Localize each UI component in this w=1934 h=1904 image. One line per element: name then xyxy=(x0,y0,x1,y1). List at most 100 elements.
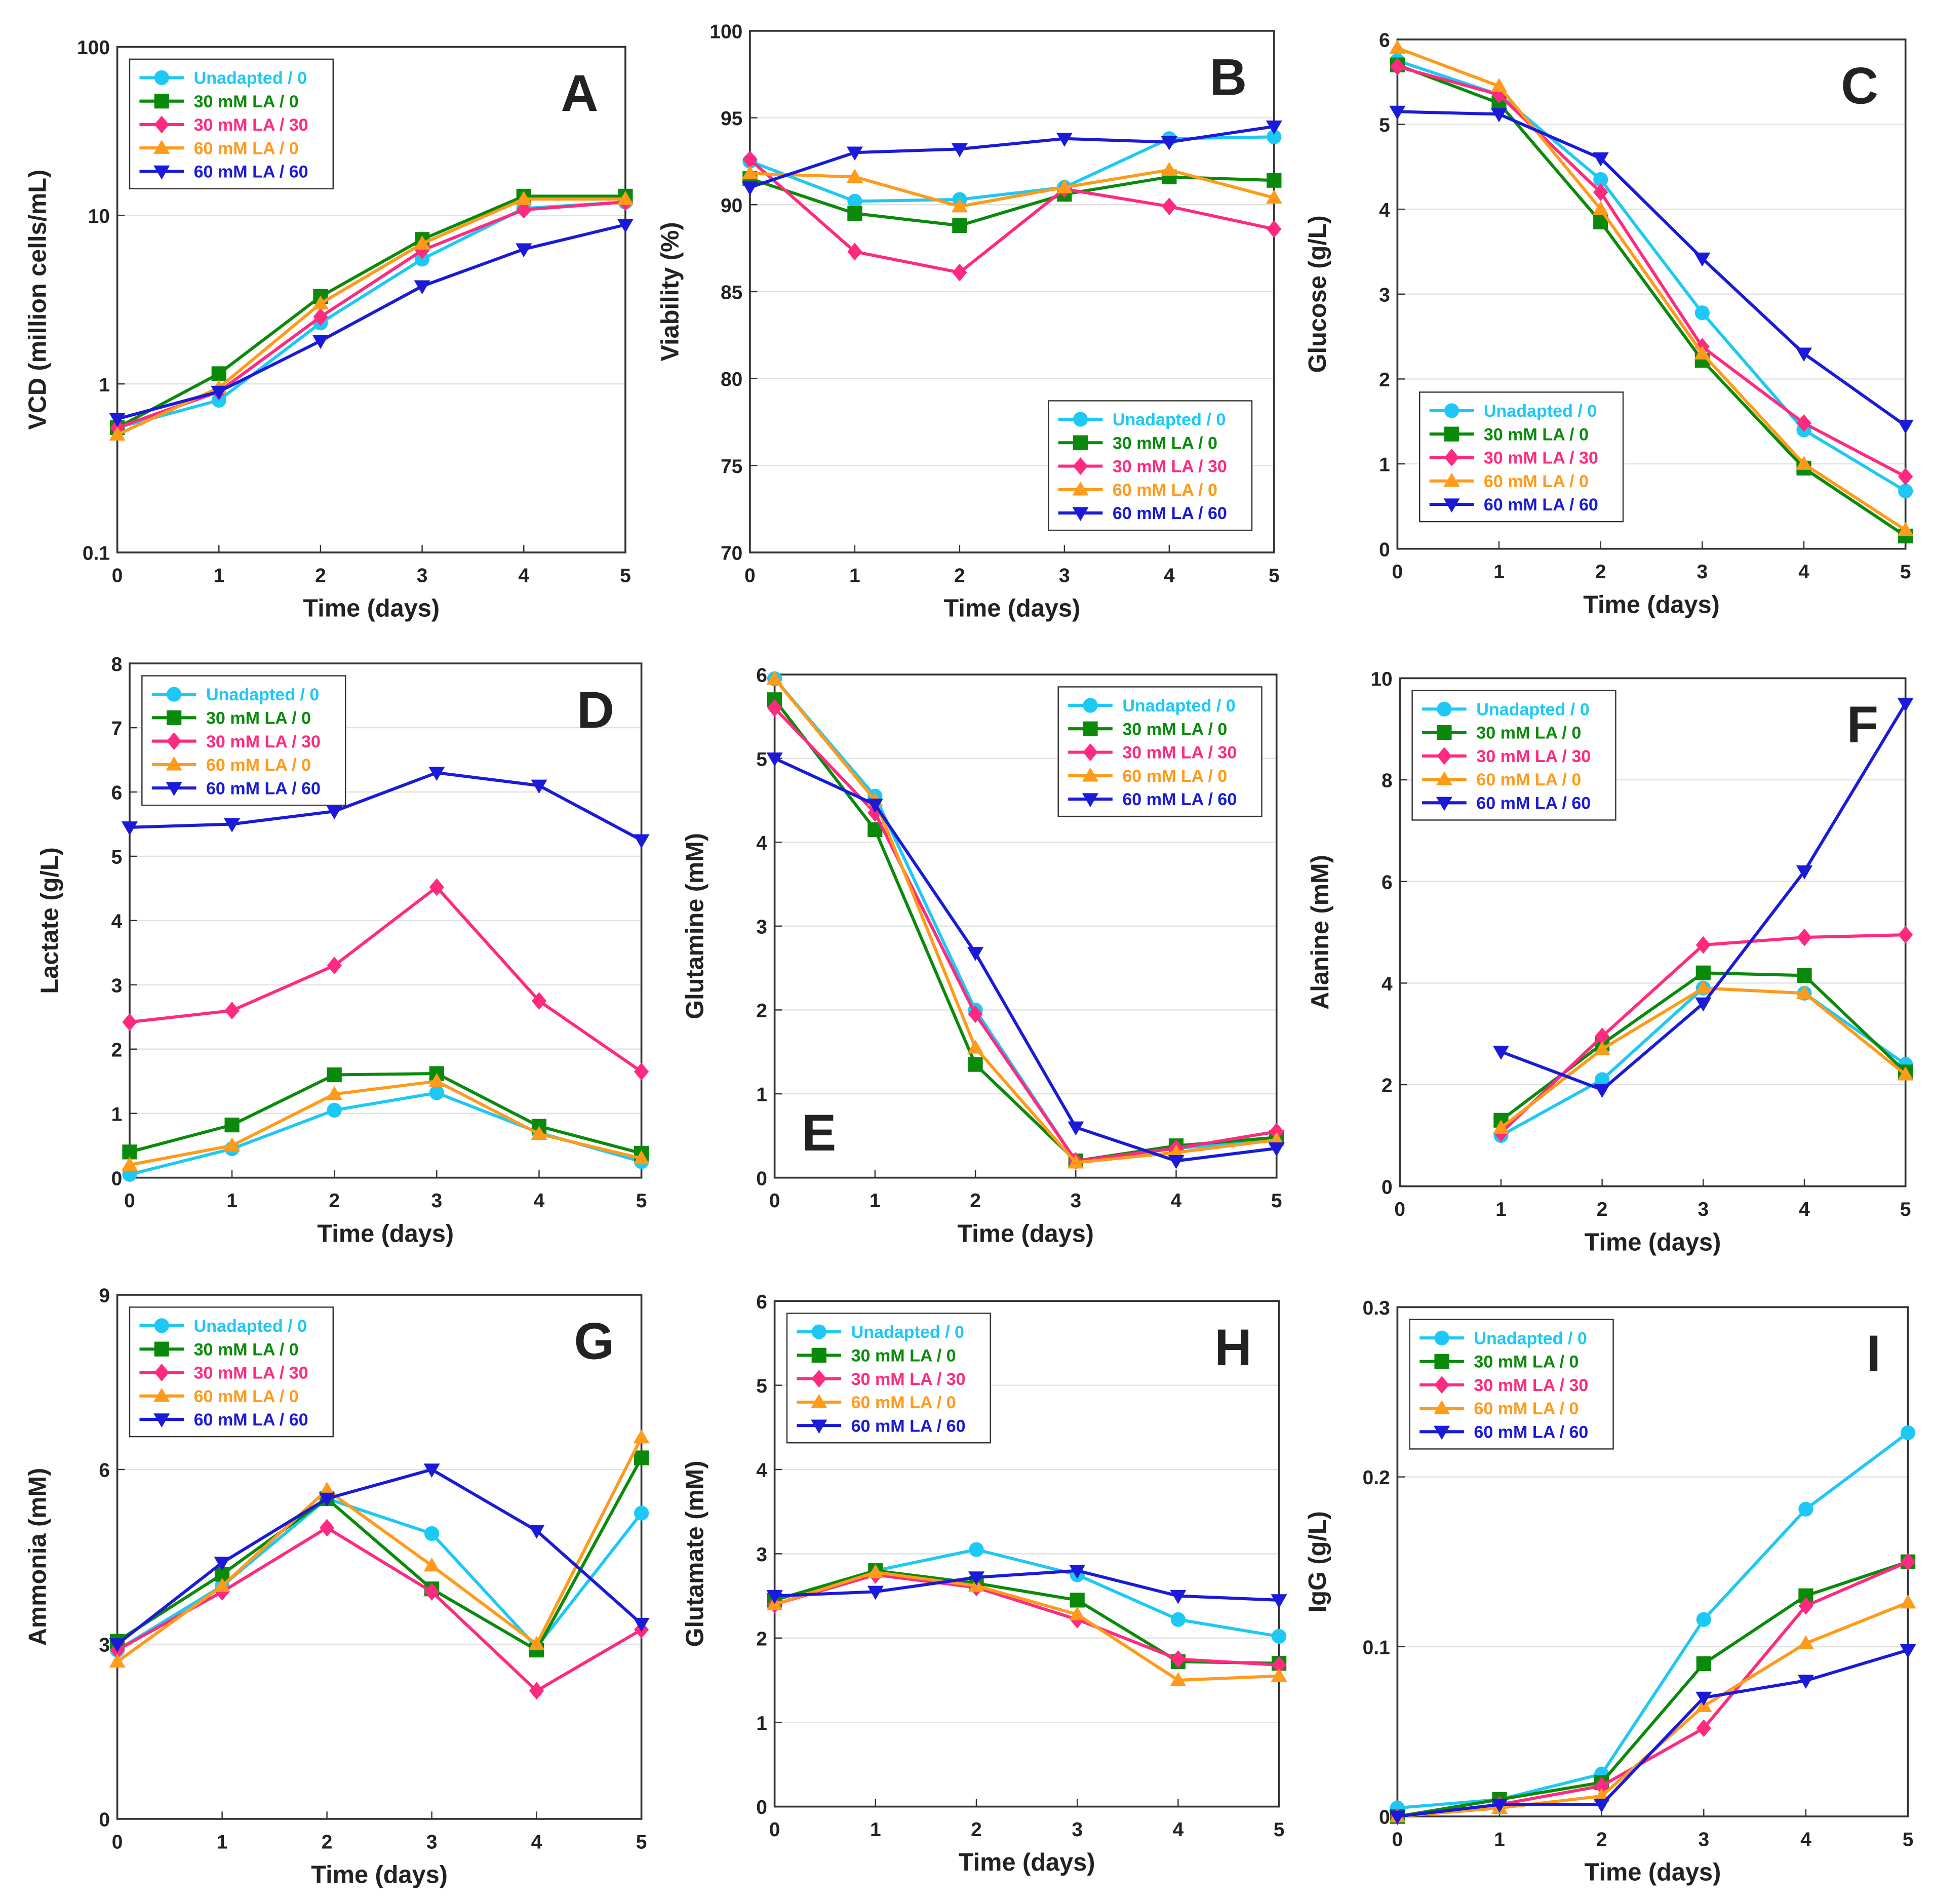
data-point xyxy=(867,804,883,822)
legend: Unadapted / 0 30 mM LA / 0 30 mM LA / 30 60… xyxy=(141,675,346,806)
data-point xyxy=(1168,1144,1185,1159)
legend-marker xyxy=(1444,448,1459,467)
legend-marker xyxy=(1073,412,1088,427)
legend-marker xyxy=(1072,481,1089,496)
y-tick-label: 0 xyxy=(1379,539,1390,561)
legend-label: 60 mM LA / 0 xyxy=(1476,770,1581,789)
data-point xyxy=(634,1505,649,1521)
x-tick-label: 2 xyxy=(315,565,326,586)
x-tick-label: 1 xyxy=(1493,561,1505,583)
data-point xyxy=(1897,522,1914,536)
y-tick-label: 2 xyxy=(756,1000,767,1022)
chart-panel-i: 0 0.1 0.2 0.3 0 1 2 3 4 5 Time (days) IgG (g/L) Unad… xyxy=(1304,1297,1916,1886)
series-line xyxy=(774,1569,1279,1602)
x-tick-label: 2 xyxy=(970,1190,981,1212)
y-tick-label: 4 xyxy=(756,1460,767,1482)
legend-item: 30 mM LA / 30 xyxy=(139,115,308,135)
x-tick-label: 5 xyxy=(1274,1819,1285,1841)
y-axis-label: Ammonia (mM) xyxy=(24,1468,51,1646)
series-60-mm-la-0 xyxy=(741,162,1282,213)
y-tick-label: 0 xyxy=(1379,1807,1390,1829)
legend-item: Unadapted / 0 xyxy=(1068,696,1236,716)
data-point xyxy=(1056,179,1073,193)
series-60-mm-la-60 xyxy=(1389,105,1914,434)
legend-item: Unadapted / 0 xyxy=(1058,410,1226,429)
x-tick-label: 0 xyxy=(744,565,756,586)
data-point xyxy=(1267,220,1282,238)
data-point xyxy=(319,1482,335,1496)
legend-marker xyxy=(167,710,182,725)
series-line xyxy=(774,1573,1279,1667)
data-point xyxy=(952,218,967,233)
x-tick-label: 0 xyxy=(124,1190,135,1212)
y-tick-label: 2 xyxy=(1382,1075,1393,1097)
data-point xyxy=(320,1519,335,1537)
data-point xyxy=(633,1150,650,1165)
legend-label: 30 mM LA / 0 xyxy=(1476,724,1581,743)
legend-item: 30 mM LA / 30 xyxy=(1058,457,1227,477)
legend-label: 60 mM LA / 0 xyxy=(1113,481,1217,500)
legend-item: Unadapted / 0 xyxy=(151,685,319,704)
y-tick-label: 75 xyxy=(721,456,742,478)
legend-marker xyxy=(1444,403,1459,418)
data-point xyxy=(1593,183,1608,202)
x-axis-label: Time (days) xyxy=(311,1861,448,1889)
data-point xyxy=(516,201,531,219)
y-tick-label: 0 xyxy=(111,1168,123,1189)
data-point xyxy=(516,191,532,205)
legend-marker xyxy=(167,732,182,750)
data-point xyxy=(968,1005,983,1023)
data-point xyxy=(866,799,883,813)
x-tick-label: 0 xyxy=(1392,561,1403,583)
panel-letter: D xyxy=(577,681,614,739)
x-tick-label: 5 xyxy=(1903,1829,1914,1851)
y-tick-label: 1 xyxy=(99,374,110,396)
x-tick-label: 5 xyxy=(1269,565,1280,586)
series-60-mm-la-60 xyxy=(766,752,1285,1169)
data-point xyxy=(1694,345,1711,360)
data-point xyxy=(1389,39,1406,54)
plot-frame xyxy=(773,673,1278,1179)
data-point xyxy=(1695,965,1711,980)
data-point xyxy=(1162,197,1177,216)
y-tick-label: 0 xyxy=(756,1168,767,1189)
data-point xyxy=(528,1636,545,1650)
series-30-mm-la-0 xyxy=(122,1066,649,1161)
y-tick-label: 90 xyxy=(721,195,742,217)
legend-item: 60 mM LA / 0 xyxy=(1058,481,1217,500)
y-tick-label: 4 xyxy=(111,911,123,933)
data-point xyxy=(1594,1777,1609,1795)
x-tick-label: 0 xyxy=(769,1819,780,1841)
data-point xyxy=(122,1013,137,1031)
data-point xyxy=(742,150,758,169)
y-tick-label: 0 xyxy=(756,1797,767,1818)
y-axis-label: Alanine (mM) xyxy=(1307,855,1334,1010)
data-point xyxy=(313,308,328,326)
data-point xyxy=(967,1039,984,1054)
y-tick-label: 3 xyxy=(756,1544,767,1566)
x-axis-label: Time (days) xyxy=(959,1849,1095,1876)
series-line xyxy=(749,135,1274,203)
data-point xyxy=(1390,58,1405,76)
data-point xyxy=(1900,1553,1916,1571)
legend-label: Unadapted / 0 xyxy=(194,69,307,88)
legend-item: 30 mM LA / 30 xyxy=(797,1370,966,1389)
data-point xyxy=(1267,129,1282,144)
data-point xyxy=(1271,1668,1287,1682)
x-tick-label: 3 xyxy=(1070,1190,1081,1212)
legend-label: 60 mM LA / 60 xyxy=(194,1410,308,1430)
data-point xyxy=(327,957,342,975)
data-point xyxy=(109,1653,126,1668)
legend-item: 30 mM LA / 30 xyxy=(151,732,321,751)
data-point xyxy=(968,1057,983,1072)
data-point xyxy=(211,385,227,400)
data-point xyxy=(1490,78,1508,92)
x-tick-label: 2 xyxy=(1595,561,1606,583)
data-point xyxy=(1897,1066,1914,1081)
legend-label: 60 mM LA / 0 xyxy=(194,1387,299,1406)
data-point xyxy=(529,1682,544,1700)
series-line xyxy=(1397,1648,1909,1818)
x-axis-label: Time (days) xyxy=(1585,1859,1721,1886)
data-point xyxy=(1594,1041,1610,1055)
